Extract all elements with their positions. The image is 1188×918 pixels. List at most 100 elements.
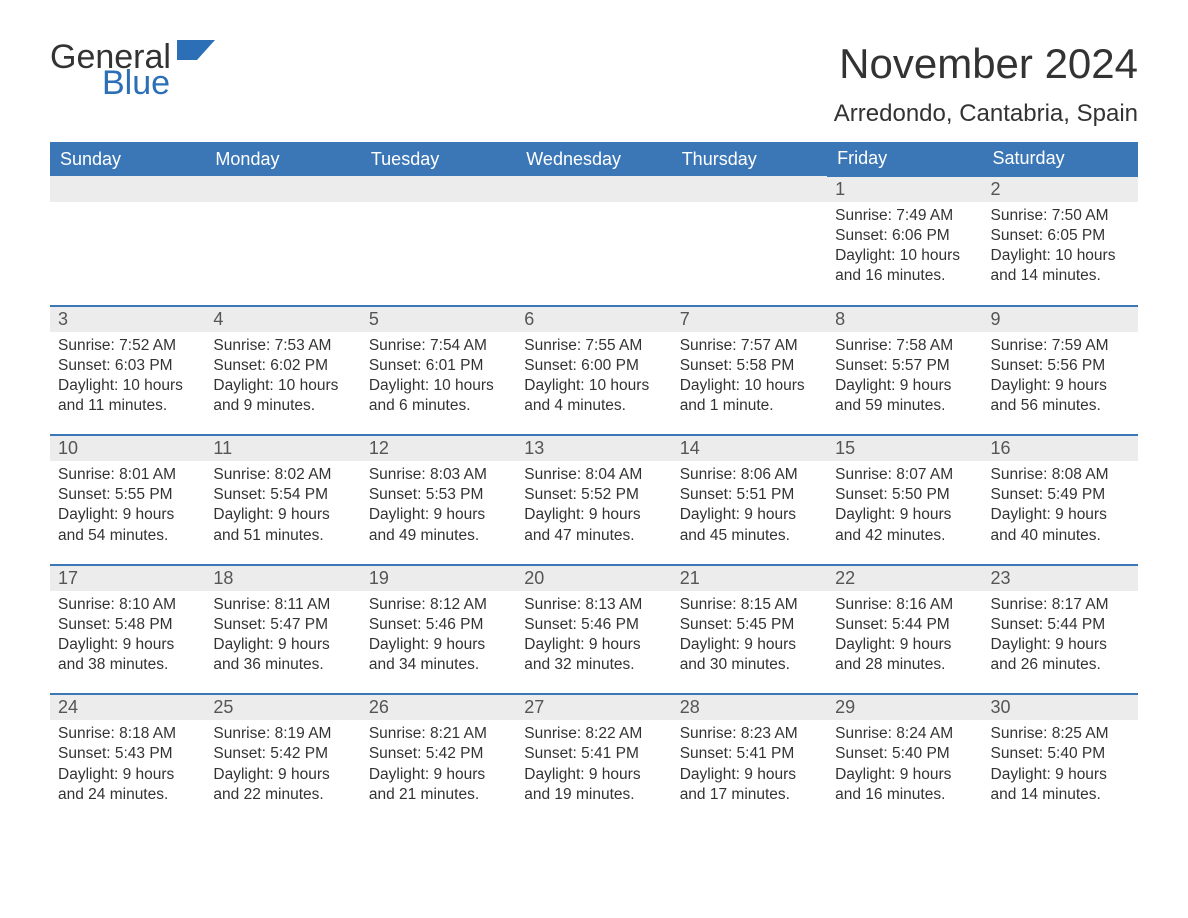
details-row: Sunrise: 7:52 AMSunset: 6:03 PMDaylight:… <box>50 332 1138 436</box>
month-title: November 2024 <box>834 40 1138 88</box>
day-line: Daylight: 9 hours <box>369 635 508 655</box>
day-details: Sunrise: 8:08 AMSunset: 5:49 PMDaylight:… <box>983 461 1138 565</box>
calendar-table: Sunday Monday Tuesday Wednesday Thursday… <box>50 142 1138 823</box>
day-line: Sunrise: 8:24 AM <box>835 724 974 744</box>
day-number: 3 <box>50 306 205 332</box>
day-line: Sunset: 5:45 PM <box>680 615 819 635</box>
day-line: Sunrise: 8:21 AM <box>369 724 508 744</box>
day-line: Sunrise: 8:19 AM <box>213 724 352 744</box>
title-block: November 2024 Arredondo, Cantabria, Spai… <box>834 40 1138 128</box>
day-line: Daylight: 9 hours <box>835 765 974 785</box>
day-details: Sunrise: 8:10 AMSunset: 5:48 PMDaylight:… <box>50 591 205 695</box>
day-details: Sunrise: 8:15 AMSunset: 5:45 PMDaylight:… <box>672 591 827 695</box>
day-line: and 42 minutes. <box>835 526 974 546</box>
day-line: Sunrise: 8:02 AM <box>213 465 352 485</box>
day-number: 23 <box>983 565 1138 591</box>
day-line: and 16 minutes. <box>835 785 974 805</box>
day-line: Sunrise: 8:18 AM <box>58 724 197 744</box>
day-details: Sunrise: 8:01 AMSunset: 5:55 PMDaylight:… <box>50 461 205 565</box>
day-line: and 30 minutes. <box>680 655 819 675</box>
weekday-header: Wednesday <box>516 142 671 176</box>
day-line: Sunset: 5:48 PM <box>58 615 197 635</box>
day-line: and 19 minutes. <box>524 785 663 805</box>
day-line: Sunset: 5:44 PM <box>835 615 974 635</box>
day-line: and 32 minutes. <box>524 655 663 675</box>
day-number: 25 <box>205 694 360 720</box>
day-details: Sunrise: 8:21 AMSunset: 5:42 PMDaylight:… <box>361 720 516 823</box>
daynum-row: 10111213141516 <box>50 435 1138 461</box>
day-line: Daylight: 9 hours <box>835 635 974 655</box>
day-line: Daylight: 9 hours <box>991 376 1130 396</box>
day-line: Sunset: 5:46 PM <box>369 615 508 635</box>
day-details: Sunrise: 8:18 AMSunset: 5:43 PMDaylight:… <box>50 720 205 823</box>
day-line: Sunset: 5:42 PM <box>213 744 352 764</box>
day-line: and 14 minutes. <box>991 785 1130 805</box>
day-details: Sunrise: 8:06 AMSunset: 5:51 PMDaylight:… <box>672 461 827 565</box>
day-line: Daylight: 9 hours <box>369 765 508 785</box>
day-number: 29 <box>827 694 982 720</box>
day-number: 13 <box>516 435 671 461</box>
day-details: Sunrise: 8:04 AMSunset: 5:52 PMDaylight:… <box>516 461 671 565</box>
weekday-header: Thursday <box>672 142 827 176</box>
empty-day <box>672 176 827 202</box>
day-number: 14 <box>672 435 827 461</box>
day-details: Sunrise: 8:17 AMSunset: 5:44 PMDaylight:… <box>983 591 1138 695</box>
day-line: and 38 minutes. <box>58 655 197 675</box>
day-line: Sunset: 5:41 PM <box>680 744 819 764</box>
day-number: 8 <box>827 306 982 332</box>
day-number: 27 <box>516 694 671 720</box>
day-line: Sunset: 5:52 PM <box>524 485 663 505</box>
day-number: 12 <box>361 435 516 461</box>
day-line: Daylight: 9 hours <box>991 765 1130 785</box>
day-line: Sunrise: 8:04 AM <box>524 465 663 485</box>
day-number: 17 <box>50 565 205 591</box>
day-details: Sunrise: 8:12 AMSunset: 5:46 PMDaylight:… <box>361 591 516 695</box>
day-details: Sunrise: 7:55 AMSunset: 6:00 PMDaylight:… <box>516 332 671 436</box>
day-line: Daylight: 9 hours <box>213 765 352 785</box>
day-number: 24 <box>50 694 205 720</box>
empty-day <box>361 176 516 202</box>
day-number: 15 <box>827 435 982 461</box>
day-line: and 14 minutes. <box>991 266 1130 286</box>
day-number: 28 <box>672 694 827 720</box>
day-line: Sunset: 5:47 PM <box>213 615 352 635</box>
day-line: Sunset: 6:05 PM <box>991 226 1130 246</box>
details-row: Sunrise: 8:10 AMSunset: 5:48 PMDaylight:… <box>50 591 1138 695</box>
details-row: Sunrise: 8:01 AMSunset: 5:55 PMDaylight:… <box>50 461 1138 565</box>
empty-day <box>205 176 360 202</box>
day-number: 18 <box>205 565 360 591</box>
day-details: Sunrise: 8:03 AMSunset: 5:53 PMDaylight:… <box>361 461 516 565</box>
day-line: Daylight: 9 hours <box>680 765 819 785</box>
calendar-body: 12Sunrise: 7:49 AMSunset: 6:06 PMDayligh… <box>50 176 1138 823</box>
day-line: Sunrise: 7:52 AM <box>58 336 197 356</box>
daynum-row: 17181920212223 <box>50 565 1138 591</box>
day-line: Daylight: 9 hours <box>58 505 197 525</box>
day-details: Sunrise: 7:50 AMSunset: 6:05 PMDaylight:… <box>983 202 1138 306</box>
weekday-header: Sunday <box>50 142 205 176</box>
day-details: Sunrise: 8:24 AMSunset: 5:40 PMDaylight:… <box>827 720 982 823</box>
day-line: and 4 minutes. <box>524 396 663 416</box>
day-line: Sunset: 6:01 PM <box>369 356 508 376</box>
day-line: Sunset: 5:44 PM <box>991 615 1130 635</box>
day-line: Sunrise: 8:12 AM <box>369 595 508 615</box>
day-line: Sunset: 5:41 PM <box>524 744 663 764</box>
day-line: Sunset: 5:40 PM <box>991 744 1130 764</box>
day-line: Daylight: 9 hours <box>680 505 819 525</box>
day-details: Sunrise: 8:22 AMSunset: 5:41 PMDaylight:… <box>516 720 671 823</box>
day-details: Sunrise: 7:52 AMSunset: 6:03 PMDaylight:… <box>50 332 205 436</box>
day-line: Sunset: 5:50 PM <box>835 485 974 505</box>
logo-blue: Blue <box>102 66 215 100</box>
day-line: Daylight: 9 hours <box>835 376 974 396</box>
day-number: 26 <box>361 694 516 720</box>
weekday-row: Sunday Monday Tuesday Wednesday Thursday… <box>50 142 1138 176</box>
calendar-head: Sunday Monday Tuesday Wednesday Thursday… <box>50 142 1138 176</box>
day-line: Sunset: 5:58 PM <box>680 356 819 376</box>
day-line: Sunrise: 8:15 AM <box>680 595 819 615</box>
day-line: Sunset: 5:57 PM <box>835 356 974 376</box>
day-number: 7 <box>672 306 827 332</box>
day-line: and 6 minutes. <box>369 396 508 416</box>
day-line: Daylight: 10 hours <box>991 246 1130 266</box>
day-line: and 22 minutes. <box>213 785 352 805</box>
logo-text-block: General Blue <box>50 40 215 100</box>
weekday-header: Tuesday <box>361 142 516 176</box>
